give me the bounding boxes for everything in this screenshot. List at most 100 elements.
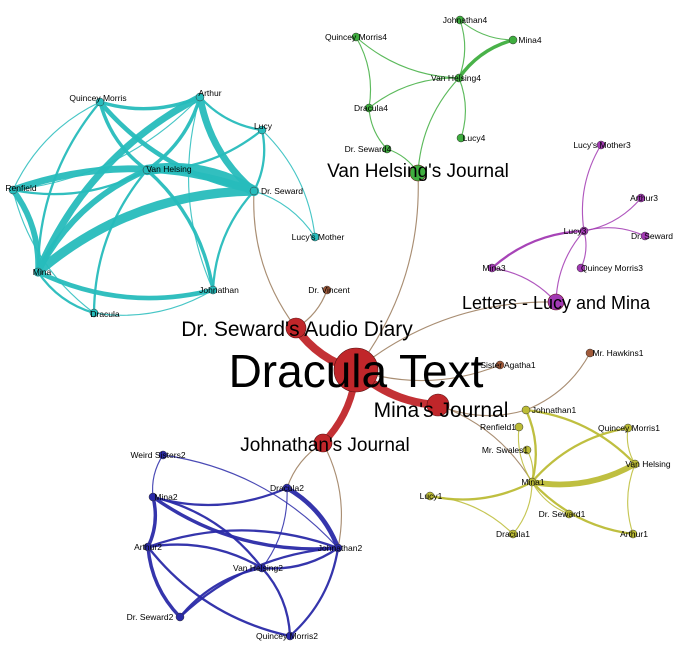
- edge-van-helsing1-arthur1: [627, 463, 636, 535]
- node-mina1[interactable]: [527, 477, 537, 487]
- node-lucys-mother3[interactable]: [596, 140, 606, 150]
- hub-node-johnathan-journal[interactable]: [313, 433, 333, 453]
- node-dr-seward3[interactable]: [640, 231, 650, 241]
- node-arthur3[interactable]: [636, 193, 646, 203]
- node-mina3[interactable]: [487, 263, 497, 273]
- node-dracula2[interactable]: [282, 483, 292, 493]
- edge-mina1-johnathan1: [524, 408, 537, 484]
- node-renfield1[interactable]: [514, 422, 524, 432]
- edge-seward-diary-dr-seward: [253, 190, 297, 329]
- node-lucy1[interactable]: [425, 491, 435, 501]
- node-mr-hawkins1[interactable]: [585, 348, 595, 358]
- edge-arthur-johnathan: [187, 96, 214, 291]
- edge-quincey-morris4-dracula4: [355, 36, 372, 109]
- edge-quincey-morris2-van-helsing2: [260, 566, 292, 638]
- edge-lucy-lucys-mother: [261, 129, 316, 238]
- label-johnathan: Johnathan: [199, 285, 239, 295]
- hub-label-letters: Letters - Lucy and Mina: [462, 293, 651, 313]
- node-weird-sisters2[interactable]: [158, 450, 168, 460]
- edge-dracula4-dr-seward4: [368, 107, 388, 150]
- node-dr-seward4[interactable]: [382, 144, 392, 154]
- edge-van-helsing4-dracula4: [368, 77, 460, 109]
- node-lucy4[interactable]: [456, 133, 466, 143]
- edge-dr-seward-quincey-morris: [97, 99, 257, 194]
- edge-arthur2-quincey-morris2: [146, 545, 292, 638]
- node-dr-seward2[interactable]: [175, 612, 185, 622]
- node-quincey-morris2[interactable]: [285, 631, 295, 641]
- edge-johnathan2-mina2: [151, 495, 340, 551]
- label-van-helsing4: Van Helsing4: [431, 73, 481, 83]
- edge-johnathan2-weird-sisters2: [162, 454, 339, 549]
- edge-quincey-morris-renfield: [12, 101, 101, 191]
- label-dracula1: Dracula1: [496, 529, 530, 539]
- node-johnathan2[interactable]: [333, 543, 343, 553]
- hub-node-vh-journal[interactable]: [409, 164, 427, 182]
- edge-mina-johnathan: [35, 269, 216, 301]
- label-mina2: Mina2: [154, 492, 177, 502]
- node-arthur1[interactable]: [628, 529, 638, 539]
- edge-johnathan-journal-johnathan2: [322, 442, 342, 549]
- node-quincey-morris3[interactable]: [576, 263, 586, 273]
- node-van-helsing1[interactable]: [630, 459, 640, 469]
- node-johnathan4[interactable]: [455, 15, 465, 25]
- edge-mina2-arthur2: [146, 495, 158, 549]
- label-quincey-morris3: Quincey Morris3: [581, 263, 643, 273]
- node-dr-vincent[interactable]: [322, 285, 332, 295]
- node-arthur[interactable]: [195, 92, 205, 102]
- label-quincey-morris: Quincey Morris: [69, 93, 126, 103]
- node-johnathan1[interactable]: [521, 405, 531, 415]
- node-quincey-morris[interactable]: [95, 97, 105, 107]
- label-mina3: Mina3: [482, 263, 505, 273]
- label-van-helsing: Van Helsing: [146, 164, 191, 174]
- edge-johnathan2-van-helsing2: [260, 546, 340, 570]
- node-renfield[interactable]: [8, 185, 18, 195]
- node-dracula-char[interactable]: [89, 308, 99, 318]
- node-dracula1[interactable]: [508, 529, 518, 539]
- hub-node-letters[interactable]: [547, 293, 565, 311]
- label-renfield: Renfield: [5, 183, 36, 193]
- edge-renfield-dracula-char: [12, 189, 95, 314]
- label-arthur1: Arthur1: [620, 529, 648, 539]
- hub-node-dracula[interactable]: [333, 347, 379, 393]
- label-dr-vincent: Dr. Vincent: [308, 285, 350, 295]
- edge-van-helsing4-johnathan4: [458, 19, 466, 79]
- labels-layer: Quincey Morris Arthur Lucy Van Helsing Renfi…: [5, 15, 673, 641]
- label-dracula2: Dracula2: [270, 483, 304, 493]
- edge-van-helsing4-mina4: [457, 38, 515, 80]
- edge-lucy3-lucys-mother3: [581, 144, 602, 232]
- label-lucy1: Lucy1: [420, 491, 443, 501]
- node-van-helsing2[interactable]: [257, 563, 267, 573]
- label-dr-seward4: Dr. Seward4: [345, 144, 392, 154]
- label-lucy4: Lucy4: [463, 133, 486, 143]
- node-dracula4[interactable]: [364, 103, 374, 113]
- node-arthur2[interactable]: [143, 542, 153, 552]
- node-quincey-morris4[interactable]: [351, 32, 361, 42]
- edge-van-helsing4-quincey-morris4: [355, 36, 460, 79]
- node-mina4[interactable]: [508, 35, 518, 45]
- node-lucy[interactable]: [257, 125, 267, 135]
- node-dr-seward[interactable]: [249, 186, 259, 196]
- edge-arthur-lucy: [198, 95, 264, 132]
- node-lucys-mother[interactable]: [310, 232, 320, 242]
- label-quincey-morris1: Quincey Morris1: [598, 423, 660, 433]
- node-mina[interactable]: [33, 267, 43, 277]
- node-dr-seward1[interactable]: [564, 509, 574, 519]
- edge-dracula-vh-journal: [355, 172, 419, 371]
- node-sister-agatha1[interactable]: [495, 360, 505, 370]
- edge-johnathan2-quincey-morris2: [288, 546, 340, 638]
- label-johnathan1: Johnathan1: [532, 405, 577, 415]
- node-van-helsing4[interactable]: [454, 73, 464, 83]
- node-lucy3[interactable]: [579, 226, 589, 236]
- node-johnathan[interactable]: [208, 285, 218, 295]
- node-mr-swales1[interactable]: [522, 445, 532, 455]
- hub-label-johnathan-journal: Johnathan's Journal: [240, 435, 409, 456]
- node-van-helsing[interactable]: [142, 165, 152, 175]
- label-lucy3: Lucy3: [564, 226, 587, 236]
- label-dr-seward1: Dr. Seward1: [539, 509, 586, 519]
- node-mina2[interactable]: [148, 492, 158, 502]
- label-dr-seward: Dr. Seward: [261, 186, 303, 196]
- edge-arthur-renfield: [12, 96, 201, 191]
- node-quincey-morris1[interactable]: [623, 423, 633, 433]
- hub-node-mina-journal[interactable]: [426, 393, 450, 417]
- hub-node-seward-diary[interactable]: [285, 317, 307, 339]
